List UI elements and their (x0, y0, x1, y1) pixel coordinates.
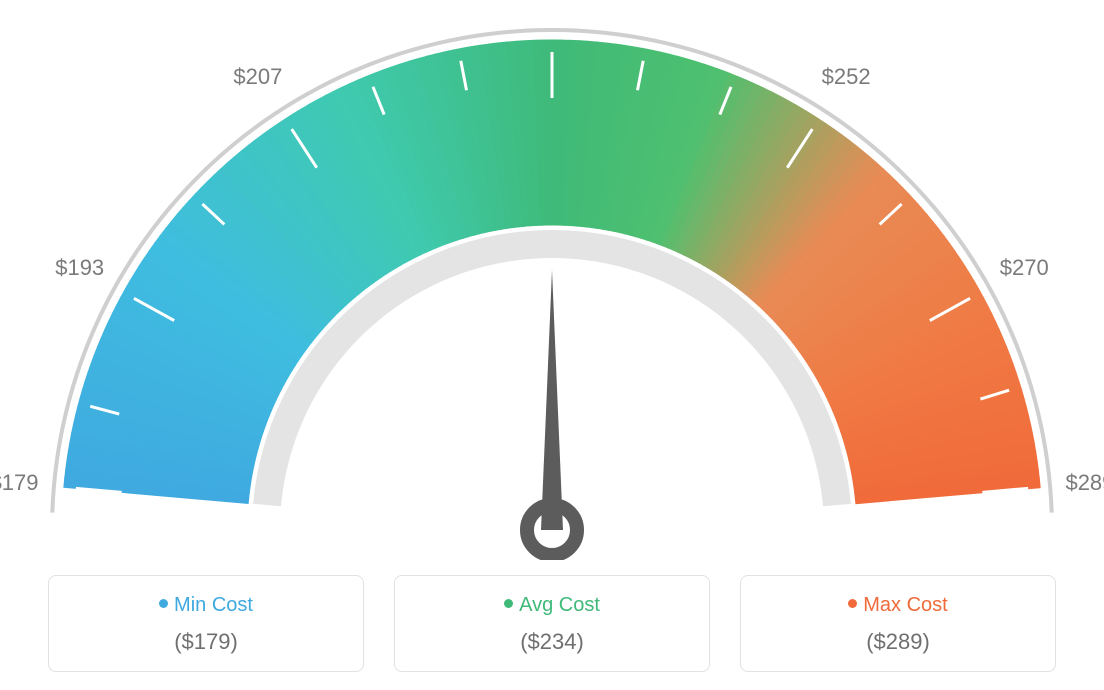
gauge-tick-label: $179 (0, 470, 39, 496)
gauge-tick-label: $252 (822, 64, 871, 90)
legend-title-max: Max Cost (751, 594, 1045, 617)
legend-dot-avg (504, 599, 513, 608)
gauge-chart: $179 $193 $207 $234 $252 $270 $289 (0, 0, 1104, 560)
gauge-tick-label: $193 (55, 255, 104, 281)
legend-dot-min (159, 599, 168, 608)
legend-card-max: Max Cost ($289) (740, 575, 1056, 672)
legend-label-min: Min Cost (174, 594, 253, 616)
legend-card-avg: Avg Cost ($234) (394, 575, 710, 672)
gauge-tick-label: $270 (1000, 255, 1049, 281)
legend-value-avg: ($234) (405, 629, 699, 655)
legend-card-min: Min Cost ($179) (48, 575, 364, 672)
legend-title-min: Min Cost (59, 594, 353, 617)
gauge-tick-label: $289 (1065, 470, 1104, 496)
legend-value-min: ($179) (59, 629, 353, 655)
gauge-tick-label: $234 (528, 0, 577, 3)
legend-dot-max (848, 599, 857, 608)
legend-title-avg: Avg Cost (405, 594, 699, 617)
gauge-svg (0, 0, 1104, 560)
legend-row: Min Cost ($179) Avg Cost ($234) Max Cost… (0, 575, 1104, 672)
legend-value-max: ($289) (751, 629, 1045, 655)
legend-label-avg: Avg Cost (519, 594, 600, 616)
gauge-tick-label: $207 (233, 64, 282, 90)
legend-label-max: Max Cost (863, 594, 947, 616)
